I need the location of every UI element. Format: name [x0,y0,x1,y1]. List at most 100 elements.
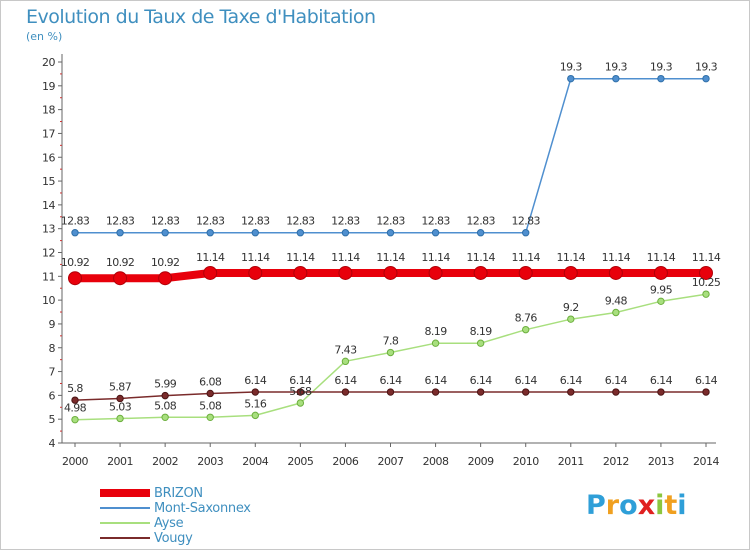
data-point [522,325,530,334]
data-point [612,308,620,317]
legend-item-ayse[interactable]: Ayse [100,516,340,531]
data-point [296,399,305,407]
data-label: 6.14 [334,374,357,387]
data-point [702,290,710,298]
logo-letter: o [619,490,638,521]
data-point [476,339,485,347]
data-label: 12.83 [106,215,135,228]
data-label: 6.14 [650,374,673,387]
data-label: 11.14 [647,251,676,264]
data-point [612,74,620,83]
data-point [341,357,350,366]
data-point [657,297,665,306]
y-tick-label: 14 [42,199,55,212]
data-label: 6.14 [560,374,583,387]
x-tick-label: 2012 [603,455,629,468]
data-label: 5.16 [244,397,267,410]
x-tick-label: 2003 [197,455,223,468]
data-label: 10.92 [61,256,90,269]
data-label: 6.14 [470,374,493,387]
logo-letter: P [586,490,606,521]
y-tick-label: 18 [42,104,55,117]
data-label: 5.99 [154,378,177,391]
data-point [296,388,305,396]
data-point [518,265,533,280]
logo-letter: i [677,490,687,521]
data-label: 11.14 [602,251,631,264]
data-label: 5.68 [289,385,312,398]
y-tick-label: 8 [49,342,56,355]
data-point [251,388,259,396]
legend-item-vougy[interactable]: Vougy [100,531,340,546]
data-point [608,265,623,280]
data-label: 11.14 [286,251,315,264]
y-tick-label: 15 [42,175,55,188]
data-point [293,265,308,280]
data-label: 12.83 [511,215,540,228]
data-label: 12.83 [466,215,495,228]
data-point [341,388,350,396]
data-label: 19.3 [650,61,673,74]
legend-swatch-vougy [100,537,150,539]
data-point [657,74,665,83]
proxiti-logo[interactable]: Proxiti [586,490,687,521]
legend-swatch-brizon [100,489,150,497]
y-tick-label: 6 [49,389,56,402]
data-point [71,396,79,404]
legend-swatch-mont-saxonnex [100,507,150,509]
legend-swatch-ayse [100,522,150,524]
data-label: 10.92 [151,256,180,269]
series-line-mont-saxonnex [74,77,707,234]
chart-data-labels: 10.92 10.92 10.92 11.14 11.14 11.14 11.14 11.14… [61,61,722,415]
data-label: 4.98 [64,402,87,415]
data-point [431,339,440,347]
data-point [251,411,259,420]
data-label: 6.14 [515,374,538,387]
legend-item-brizon[interactable]: BRIZON [100,486,340,501]
data-label: 10.92 [106,256,135,269]
data-point [522,388,530,396]
data-point [206,413,214,421]
data-label: 11.14 [331,251,360,264]
data-point [476,388,485,396]
data-label: 12.83 [241,215,270,228]
data-point [206,389,214,398]
data-label: 12.83 [331,215,360,228]
data-point [338,265,353,280]
logo-letter: x [637,490,656,521]
data-point [161,229,169,237]
x-tick-label: 2007 [378,455,404,468]
data-label: 11.14 [421,251,450,264]
data-point [657,388,665,396]
data-point [428,265,443,280]
data-point [567,74,575,83]
legend-item-mont-saxonnex[interactable]: Mont-Saxonnex [100,501,340,516]
x-tick-label: 2013 [648,455,674,468]
data-label: 5.03 [109,400,132,413]
data-label: 6.14 [379,374,402,387]
y-tick-label: 4 [49,437,56,450]
data-point [476,229,485,237]
data-label: 9.2 [563,301,579,314]
data-point [68,271,82,286]
data-label: 11.14 [511,251,540,264]
data-point [563,265,578,280]
data-label: 5.08 [154,399,177,412]
data-point [702,388,710,396]
data-label: 7.8 [383,335,399,348]
data-point [431,229,440,237]
y-tick-label: 10 [42,294,55,307]
data-label: 6.14 [425,374,448,387]
data-label: 12.83 [196,215,225,228]
x-tick-label: 2001 [107,455,133,468]
data-point [71,229,79,237]
data-point [612,388,620,396]
data-point [386,388,395,396]
data-point [567,388,575,396]
y-tick-label: 11 [42,270,55,283]
data-label: 8.76 [515,312,538,325]
x-tick-label: 2002 [152,455,178,468]
data-label: 9.48 [605,295,628,308]
data-point [206,229,214,237]
data-label: 19.3 [695,61,718,74]
